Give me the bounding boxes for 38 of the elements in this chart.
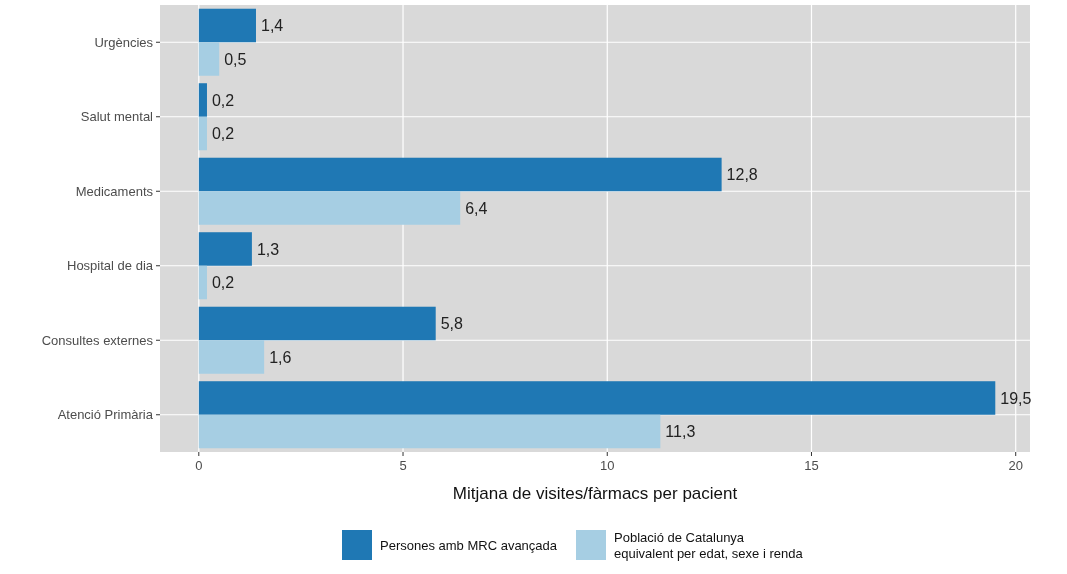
- y-tick-label: Medicaments: [75, 183, 154, 199]
- data-label: 11,3: [665, 423, 696, 441]
- bar: [198, 191, 461, 225]
- bar: [198, 381, 996, 415]
- data-label: 0,2: [211, 125, 235, 143]
- data-label: 1,4: [260, 17, 284, 35]
- x-tick-label: 5: [399, 458, 407, 473]
- legend-label: Persones amb MRC avançada: [380, 537, 558, 553]
- data-label: 1,6: [269, 348, 292, 366]
- bar: [198, 8, 256, 43]
- data-label: 5,8: [440, 315, 464, 333]
- bar: [198, 116, 207, 151]
- bar: [198, 306, 436, 341]
- legend-label: Població de Catalunya equivalent per edat, sexe i renda: [614, 529, 804, 561]
- bar: [198, 265, 207, 300]
- y-tick-label: Salut mental: [80, 109, 154, 125]
- x-tick-label: 20: [1008, 458, 1023, 473]
- data-label: 12,8: [726, 166, 758, 184]
- data-label: 6,4: [465, 199, 488, 217]
- y-tick-label: Consultes externes: [41, 332, 154, 348]
- data-label: 19,5: [1000, 389, 1032, 407]
- x-tick-label: 10: [600, 458, 615, 473]
- y-tick-label: Atenció Primària: [57, 407, 154, 423]
- data-label: 0,2: [211, 91, 235, 109]
- x-tick-label: 0: [195, 458, 203, 473]
- data-label: 1,3: [256, 240, 280, 258]
- x-axis-title: Mitjana de visites/fàrmacs per pacient: [452, 484, 738, 503]
- x-tick-label: 15: [804, 458, 819, 473]
- y-tick-label: Hospital de dia: [67, 258, 154, 274]
- bar: [198, 232, 252, 266]
- bar: [198, 42, 220, 76]
- bar: [198, 340, 265, 374]
- bar: [198, 83, 207, 117]
- data-label: 0,5: [224, 50, 247, 68]
- bar: [198, 157, 722, 192]
- data-label: 0,2: [211, 274, 235, 292]
- y-tick-label: Urgències: [94, 34, 154, 50]
- bar: [198, 414, 661, 449]
